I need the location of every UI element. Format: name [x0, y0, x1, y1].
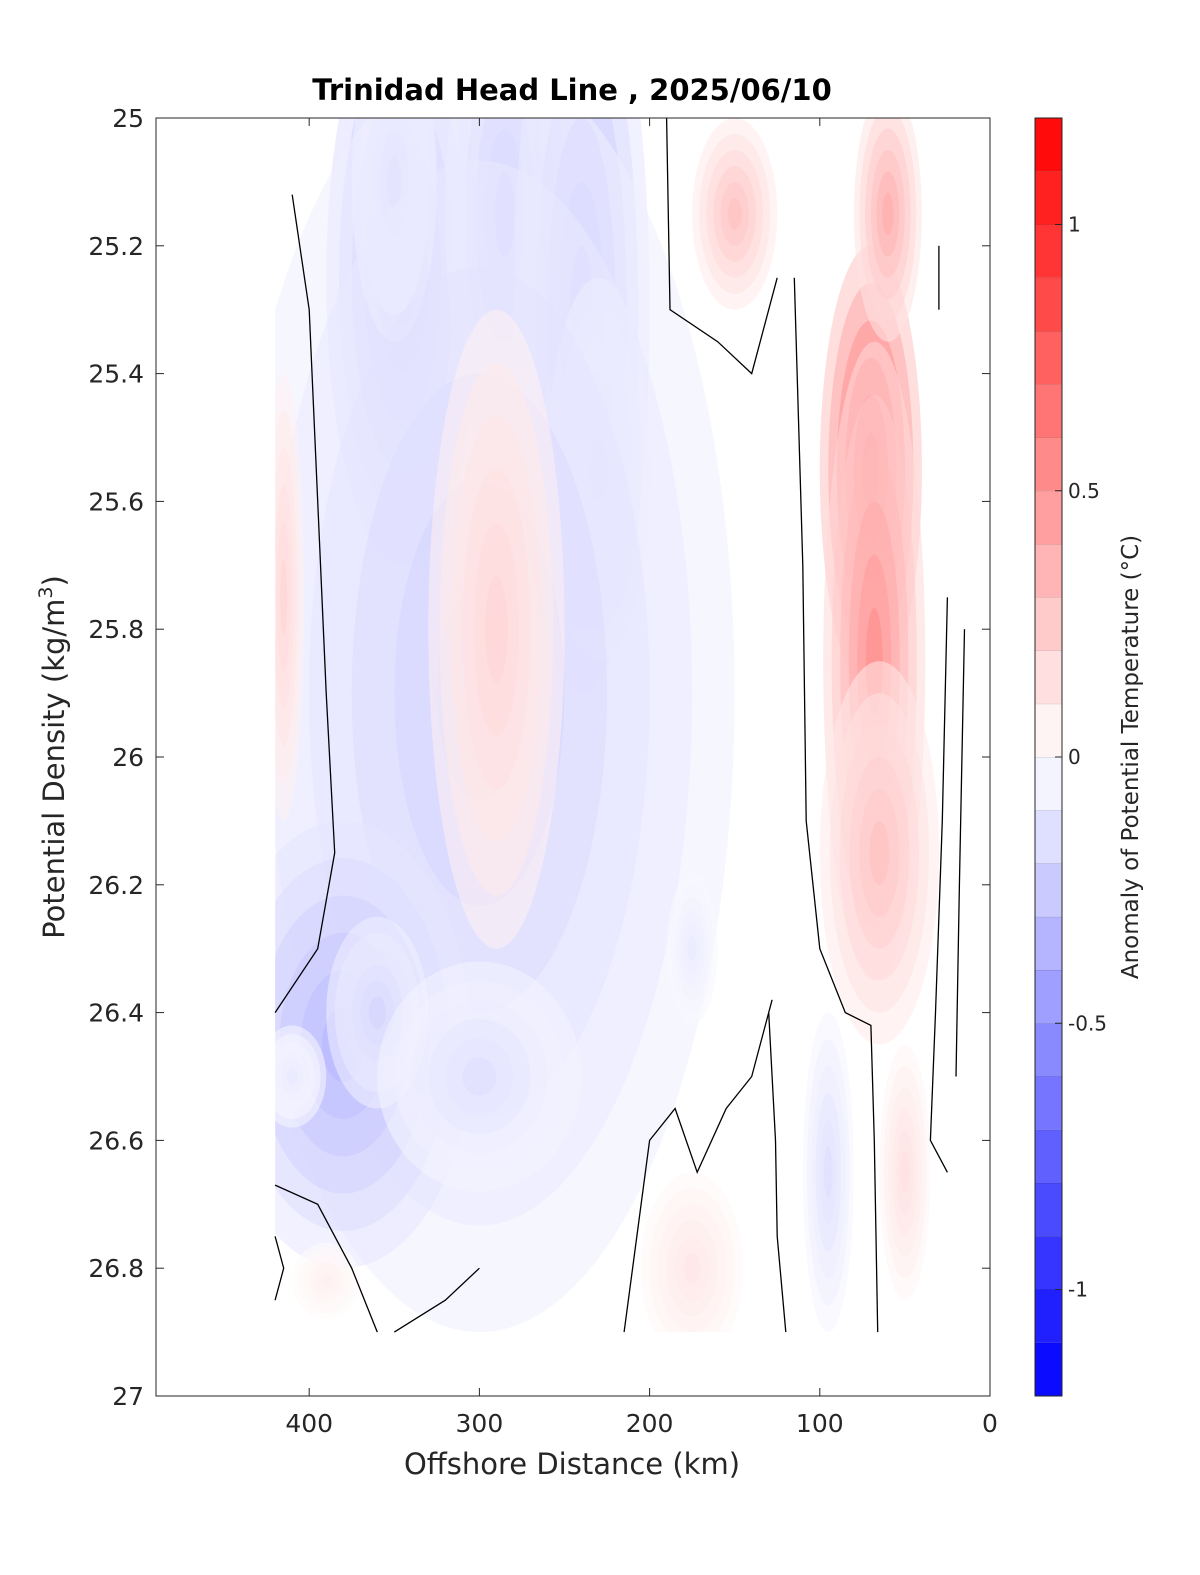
anomaly-fill-region: [687, 935, 697, 962]
zero-contour-lines: [274, 118, 966, 1333]
colorbar-band: [1035, 277, 1062, 331]
zero-contour-line: [768, 1012, 787, 1333]
colorbar-tick-label: 0: [1068, 745, 1081, 769]
y-tick-label: 25.2: [88, 232, 144, 261]
y-tick-label: 26.6: [88, 1126, 144, 1155]
anomaly-fill-region: [900, 1151, 910, 1194]
colorbar-band: [1035, 118, 1062, 172]
y-tick-label: 25.8: [88, 615, 144, 644]
x-axis-ticks: 400 300 200 100 0: [285, 118, 998, 1438]
no-data-region-bottom: [156, 1332, 990, 1396]
zero-contour-line: [274, 194, 336, 1013]
y-axis-label: Potential Density (kg/m3): [35, 575, 71, 939]
contour-fills: [156, 118, 990, 1396]
colorbar-band: [1035, 224, 1062, 278]
y-tick-label: 26.8: [88, 1254, 144, 1283]
colorbar-band: [1035, 650, 1062, 704]
colorbar-band: [1035, 757, 1062, 811]
x-tick-label: 200: [626, 1409, 674, 1438]
colorbar-band: [1035, 597, 1062, 651]
colorbar-band: [1035, 1023, 1062, 1077]
colorbar-band: [1035, 490, 1062, 544]
colorbar-band: [1035, 331, 1062, 385]
colorbar-band: [1035, 437, 1062, 491]
anomaly-fill-region: [824, 1145, 833, 1199]
y-axis-label-sup: 3: [35, 586, 57, 598]
y-tick-label: 26.2: [88, 871, 144, 900]
anomaly-fill-region: [485, 575, 508, 683]
colorbar-band: [1035, 1289, 1062, 1343]
y-tick-label: 25: [112, 104, 144, 133]
zero-contour-line: [665, 118, 778, 375]
zero-contour-line: [955, 629, 966, 1077]
no-data-region-east: [972, 118, 990, 1396]
x-axis-label: Offshore Distance (km): [404, 1447, 740, 1481]
colorbar-bands: [1035, 117, 1062, 1396]
zero-contour-line: [393, 1267, 480, 1333]
colorbar-label: Anomaly of Potential Temperature (°C): [1118, 535, 1144, 979]
colorbar-tick-label: -0.5: [1068, 1011, 1107, 1035]
colorbar-band: [1035, 1342, 1062, 1396]
y-axis-label-tail: ): [37, 575, 71, 586]
y-tick-label: 25.4: [88, 360, 144, 389]
colorbar-band: [1035, 863, 1062, 917]
anomaly-fill-region: [280, 559, 288, 635]
colorbar-band: [1035, 1129, 1062, 1183]
colorbar-band: [1035, 1183, 1062, 1237]
zero-contour-line: [929, 597, 949, 1173]
colorbar-band: [1035, 1076, 1062, 1130]
anomaly-fill-region: [462, 1057, 497, 1096]
chart-title: Trinidad Head Line , 2025/06/10: [312, 73, 832, 107]
colorbar-band: [1035, 544, 1062, 598]
colorbar-band: [1035, 384, 1062, 438]
y-tick-label: 26.4: [88, 999, 144, 1028]
colorbar-band: [1035, 703, 1062, 757]
colorbar-tick-label: 0.5: [1068, 479, 1100, 503]
y-tick-label: 25.6: [88, 487, 144, 516]
anomaly-fill-region: [683, 1252, 701, 1285]
plot-area: 400 300 200 100 0 25 25.2 25.4 25.6 25.8 26 26.2 26…: [88, 104, 998, 1438]
anomaly-fill-region: [727, 197, 742, 230]
y-axis-label-main: Potential Density (kg/m: [37, 599, 71, 939]
x-tick-label: 400: [285, 1409, 333, 1438]
colorbar-band: [1035, 810, 1062, 864]
y-tick-label: 27: [112, 1382, 144, 1411]
zero-contour-line: [274, 1236, 285, 1301]
anomaly-fill-region: [368, 996, 386, 1029]
anomaly-fill-region: [869, 820, 890, 885]
anomaly-fill-region: [286, 1067, 298, 1086]
zero-contour-line: [623, 999, 773, 1333]
x-tick-label: 0: [982, 1409, 998, 1438]
no-data-region-west: [156, 118, 276, 1396]
colorbar-band: [1035, 171, 1062, 225]
x-tick-label: 300: [456, 1409, 504, 1438]
y-tick-label: 26: [112, 743, 144, 772]
zero-contour-line: [274, 1184, 378, 1333]
colorbar-band: [1035, 970, 1062, 1024]
x-tick-label: 100: [796, 1409, 844, 1438]
colorbar-tick-label: -1: [1068, 1278, 1088, 1302]
anomaly-fill-region: [320, 1274, 332, 1288]
colorbar-band: [1035, 916, 1062, 970]
colorbar-band: [1035, 1236, 1062, 1290]
colorbar: 1 0.5 0 -0.5 -1 Anomaly of Potential Tempera…: [1034, 117, 1144, 1397]
zero-contour-line: [793, 277, 879, 1333]
anomaly-fill-region: [882, 192, 894, 236]
colorbar-ticks: 1 0.5 0 -0.5 -1: [1055, 213, 1107, 1302]
colorbar-tick-label: 1: [1068, 213, 1081, 237]
y-axis-ticks: 25 25.2 25.4 25.6 25.8 26 26.2 26.4 26.6 26.8 27: [88, 104, 990, 1411]
